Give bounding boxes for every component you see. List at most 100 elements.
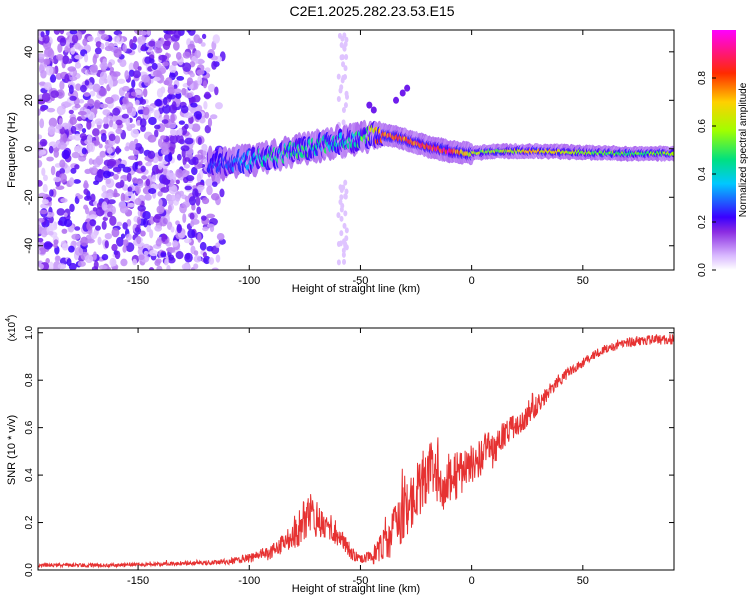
spectrogram-cell bbox=[130, 123, 136, 129]
spectrogram-cell bbox=[173, 84, 178, 90]
spectrogram-cell bbox=[70, 125, 77, 134]
spectrogram-cell bbox=[131, 79, 136, 89]
spectrogram-cell bbox=[47, 231, 54, 236]
spectrogram-cell bbox=[162, 97, 168, 105]
spectrogram-cell bbox=[39, 263, 44, 270]
spectrogram-cell bbox=[69, 95, 77, 101]
spectrogram-cell bbox=[162, 61, 170, 67]
spectrogram-cell bbox=[139, 118, 147, 128]
spectrogram-cell bbox=[205, 178, 214, 187]
spectrogram-cell bbox=[47, 125, 56, 135]
spectrogram-cell bbox=[122, 43, 127, 53]
spectrogram-cell bbox=[83, 180, 89, 190]
spectrogram-cell bbox=[57, 43, 63, 53]
spectrogram-cell bbox=[73, 133, 82, 141]
spectrogram-cell bbox=[97, 168, 103, 176]
spectrogram-cell bbox=[343, 193, 348, 200]
spectrogram-cell bbox=[38, 249, 41, 255]
spectrogram-cell bbox=[42, 34, 50, 44]
spectrogram-cell bbox=[168, 88, 174, 94]
spectrogram-cell bbox=[116, 236, 124, 247]
spectrogram-cell bbox=[40, 31, 45, 38]
spectrogram-cell bbox=[120, 192, 126, 203]
spectrogram-cell bbox=[81, 128, 87, 134]
spectrogram-cell bbox=[175, 51, 182, 60]
spectrogram-cell bbox=[92, 200, 98, 206]
spectrogram-cell bbox=[74, 123, 83, 131]
spectrogram-cell bbox=[126, 219, 132, 227]
spectrogram-cell bbox=[162, 104, 171, 114]
spectrogram-cell bbox=[132, 70, 141, 79]
spectrogram-cell bbox=[336, 259, 341, 266]
spectrogram-cell bbox=[340, 77, 345, 84]
spectrogram-cell bbox=[162, 40, 171, 51]
spectrogram-cell bbox=[80, 84, 87, 93]
spectrogram-cell bbox=[206, 213, 216, 219]
spectrogram-cell bbox=[109, 119, 114, 128]
colorbar-tick-label: 0.8 bbox=[697, 71, 708, 85]
spectrogram-cell bbox=[122, 222, 128, 230]
colorbar-tick-label: 0.6 bbox=[697, 119, 708, 133]
spectrogram-cell bbox=[210, 114, 218, 120]
spectrogram-cell bbox=[84, 195, 92, 201]
spectrogram-cell bbox=[212, 34, 221, 44]
spectrogram-cell bbox=[168, 151, 173, 162]
spectrogram-cell bbox=[56, 208, 65, 216]
spectrogram-panel: -150 -100 -50 0 50 -40 -20 0 20 40 Height of str… bbox=[6, 29, 675, 295]
snr-x-axis-label: Height of straight line (km) bbox=[292, 583, 420, 595]
spectrogram-cell bbox=[122, 85, 130, 92]
spectrogram-cell bbox=[56, 105, 66, 116]
spectrogram-cell bbox=[173, 88, 182, 94]
spectrogram-cell bbox=[134, 178, 144, 185]
spectrogram-cell bbox=[64, 45, 69, 53]
spectrogram-cell bbox=[201, 33, 207, 39]
spectrogram-cell bbox=[77, 110, 87, 116]
spectrogram-cell bbox=[69, 203, 75, 213]
spectrogram-cell bbox=[54, 255, 61, 263]
spectrogram-cell bbox=[98, 77, 105, 86]
spectrogram-cell bbox=[45, 30, 50, 37]
spectrogram-cell bbox=[345, 93, 350, 100]
spectrogram-cell bbox=[175, 250, 184, 260]
spectrogram-cell bbox=[112, 71, 121, 77]
spectrogram-cell bbox=[69, 41, 74, 49]
spectrogram-cell bbox=[128, 62, 135, 72]
spectrogram-cell bbox=[187, 30, 196, 36]
spectrogram-cell bbox=[211, 267, 219, 270]
colorbar-tick-label: 0.2 bbox=[697, 215, 708, 229]
spectrogram-cell bbox=[145, 161, 152, 167]
spectrogram-cell bbox=[90, 232, 98, 240]
spectrogram-cell bbox=[181, 125, 188, 136]
spectrogram-cell bbox=[137, 160, 143, 166]
spectrogram-cell bbox=[100, 132, 107, 143]
spectrogram-cell bbox=[161, 233, 166, 242]
spectrogram-cell bbox=[86, 238, 95, 244]
spectrogram-cell bbox=[178, 190, 184, 197]
spectrogram-cell bbox=[101, 184, 107, 192]
spectrogram-cell bbox=[338, 240, 343, 247]
spectrogram-cell bbox=[62, 133, 68, 143]
spectrogram-cell bbox=[202, 80, 208, 89]
spectrogram-cell bbox=[343, 210, 348, 217]
colorbar: 0.0 0.2 0.4 0.6 0.8 Normalized spectral ampl… bbox=[697, 30, 749, 277]
spectrogram-cell bbox=[670, 151, 674, 156]
y-tick-label: -20 bbox=[23, 189, 35, 205]
spectrogram-cell bbox=[71, 233, 81, 240]
spectrogram-cell bbox=[153, 109, 160, 118]
spectrogram-cell bbox=[134, 99, 140, 106]
spectrogram-cell bbox=[166, 93, 176, 100]
spectrogram-cell bbox=[200, 42, 206, 47]
spectrogram-cell bbox=[92, 207, 98, 212]
spectrogram-cell bbox=[38, 150, 44, 157]
spectrogram-cell bbox=[49, 189, 54, 197]
spectrogram-cell bbox=[147, 150, 156, 160]
spectrogram-cell bbox=[38, 224, 43, 234]
spectrogram-cell bbox=[344, 54, 349, 61]
spectrogram-cell bbox=[63, 212, 68, 218]
spectrogram-cell bbox=[207, 83, 216, 93]
spectrogram-cell bbox=[189, 212, 195, 220]
y-tick-label: 0.4 bbox=[24, 468, 35, 482]
spectrogram-cell bbox=[38, 237, 44, 243]
spectrogram-cell bbox=[68, 109, 74, 115]
spectrogram-cell bbox=[152, 215, 162, 223]
